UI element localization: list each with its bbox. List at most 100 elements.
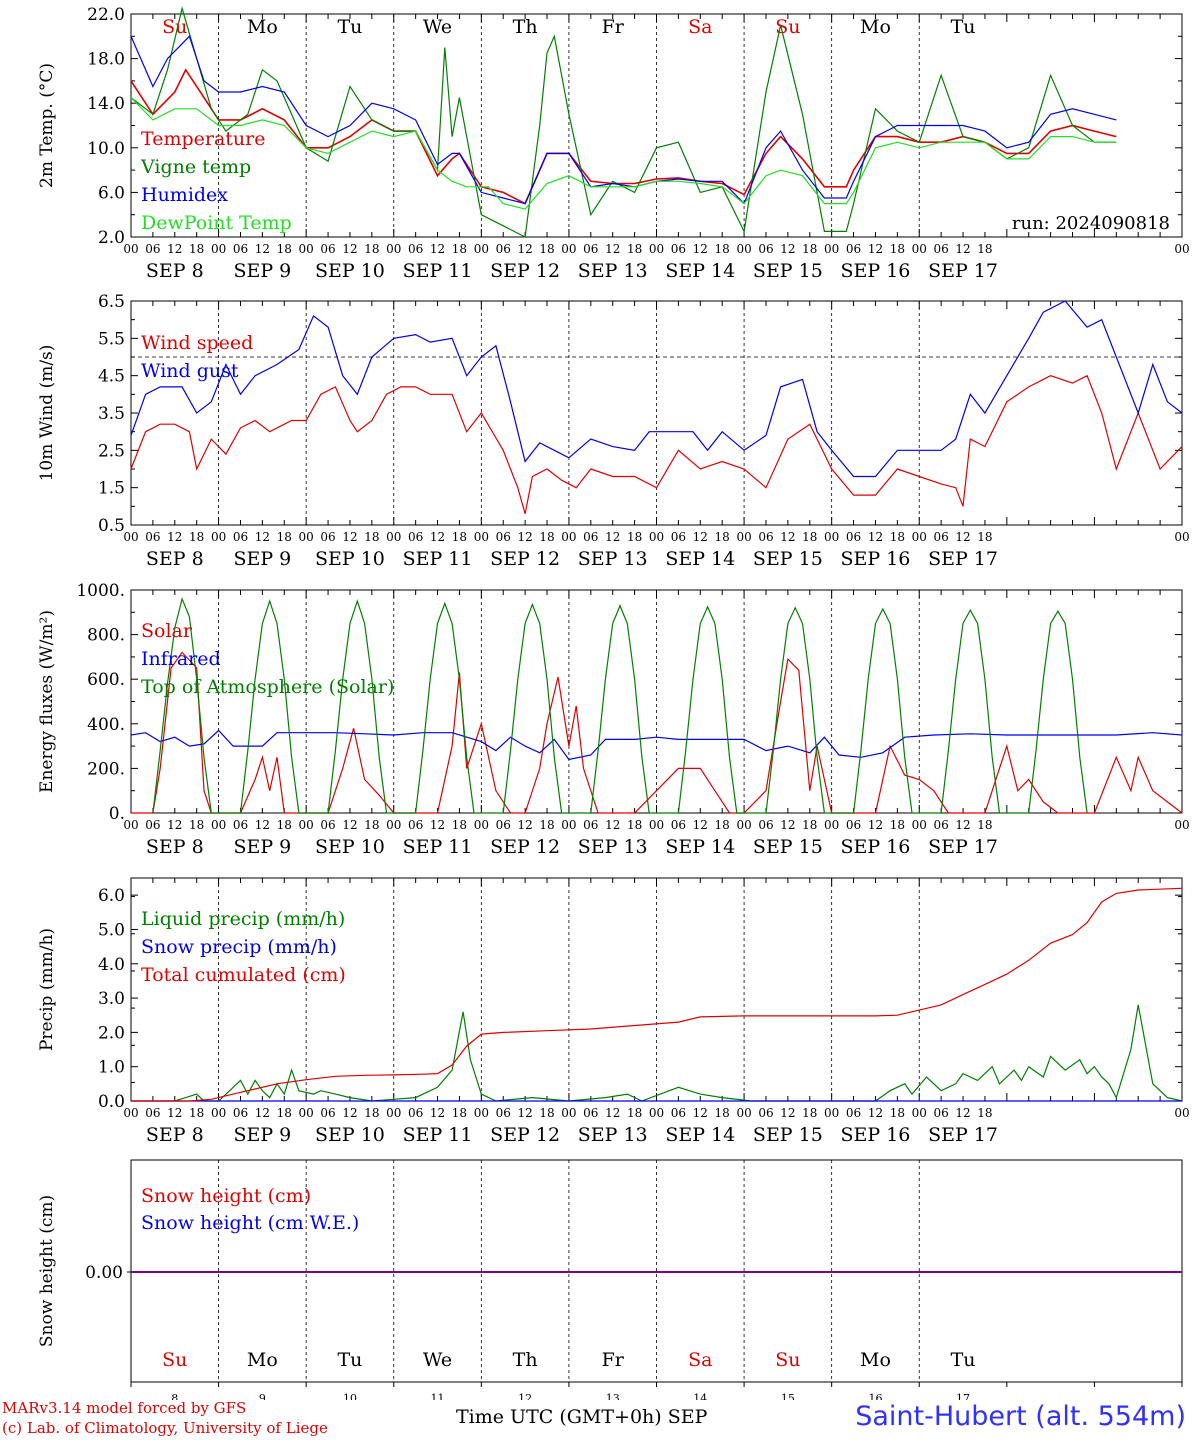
- hour-tick-label: 00: [299, 818, 314, 832]
- panel-4: 00 06 12 18 00 06 12 18 00 06 12 18 00 06 12 18 00 06 12 18…: [37, 877, 1190, 1146]
- hour-tick-label: 18: [539, 530, 554, 544]
- y-tick-label: 0.5: [98, 516, 125, 536]
- hour-tick-label: 06: [233, 1106, 248, 1120]
- hour-tick-label: 12: [780, 818, 795, 832]
- hour-tick-label: 06: [145, 530, 160, 544]
- hour-tick-label: 06: [233, 818, 248, 832]
- day-number-label: 13: [606, 1392, 620, 1400]
- hour-tick-label: 18: [277, 242, 292, 256]
- hour-tick-label: 00: [649, 242, 664, 256]
- hour-tick-label: 06: [496, 1106, 511, 1120]
- date-label: SEP 16: [841, 260, 911, 282]
- hour-tick-label: 18: [189, 530, 204, 544]
- hour-tick-label: 12: [342, 242, 357, 256]
- hour-tick-label: 12: [605, 242, 620, 256]
- date-label: SEP 15: [753, 548, 823, 570]
- hour-tick-label: 00: [561, 1106, 576, 1120]
- hour-tick-label: 18: [715, 818, 730, 832]
- hour-tick-label: 00: [912, 530, 927, 544]
- y-tick-label: 800.: [87, 626, 125, 646]
- y-axis-label: Energy fluxes (W/m²): [37, 610, 57, 793]
- hour-tick-label: 12: [868, 1106, 883, 1120]
- hour-tick-label: 06: [934, 530, 949, 544]
- y-tick-label: 6.5: [98, 292, 125, 312]
- hour-tick-label: 18: [539, 1106, 554, 1120]
- date-label: SEP 8: [146, 260, 204, 282]
- date-label: SEP 16: [841, 1124, 911, 1146]
- hour-tick-label: 00: [123, 1106, 138, 1120]
- y-tick-label: 400.: [87, 715, 125, 735]
- hour-tick-label: 00: [211, 530, 226, 544]
- y-tick-label: 10.0: [87, 139, 125, 159]
- weekday-label: Su: [162, 16, 187, 38]
- hour-tick-label: 18: [977, 818, 992, 832]
- hour-tick-label: 00: [386, 530, 401, 544]
- hour-tick-label: 00: [912, 242, 927, 256]
- legend-entry: Temperature: [141, 128, 265, 150]
- hour-tick-label: 06: [934, 1106, 949, 1120]
- hour-tick-label: 18: [189, 1106, 204, 1120]
- hour-tick-label: 06: [846, 1106, 861, 1120]
- hour-tick-label: 12: [955, 242, 970, 256]
- hour-tick-label: 00: [912, 818, 927, 832]
- y-tick-label: 2.0: [98, 1023, 125, 1043]
- hour-tick-label: 00: [1174, 242, 1189, 256]
- hour-tick-label: 12: [605, 530, 620, 544]
- weekday-label: Tu: [337, 1349, 362, 1371]
- y-tick-label: 1.5: [98, 479, 125, 499]
- weekday-label: Su: [775, 16, 800, 38]
- legend-entry: DewPoint Temp: [141, 212, 292, 234]
- date-label: SEP 12: [490, 260, 560, 282]
- y-tick-label: 18.0: [87, 50, 125, 70]
- y-tick-label: 2.0: [98, 228, 125, 248]
- date-label: SEP 17: [928, 260, 998, 282]
- series-line-vigne-temp: [130, 6, 1117, 238]
- hour-tick-label: 00: [386, 242, 401, 256]
- hour-tick-label: 06: [320, 242, 335, 256]
- hour-tick-label: 18: [977, 1106, 992, 1120]
- y-axis-label: 10m Wind (m/s): [37, 345, 57, 482]
- date-label: SEP 17: [928, 1124, 998, 1146]
- hour-tick-label: 18: [715, 1106, 730, 1120]
- hour-tick-label: 00: [123, 818, 138, 832]
- hour-tick-label: 06: [145, 1106, 160, 1120]
- hour-tick-label: 00: [123, 530, 138, 544]
- date-label: SEP 8: [146, 836, 204, 858]
- panel-frame: [130, 589, 1183, 814]
- y-tick-label: 3.5: [98, 404, 125, 424]
- hour-tick-label: 00: [561, 242, 576, 256]
- hour-tick-label: 12: [342, 818, 357, 832]
- y-tick-label: 600.: [87, 670, 125, 690]
- y-tick-label: 14.0: [87, 94, 125, 114]
- y-tick-label: 4.0: [98, 955, 125, 975]
- hour-tick-label: 00: [474, 1106, 489, 1120]
- series-line-wind-speed: [130, 374, 1183, 514]
- date-label: SEP 11: [403, 836, 473, 858]
- hour-tick-label: 12: [780, 1106, 795, 1120]
- date-label: SEP 13: [578, 836, 648, 858]
- hour-tick-label: 00: [211, 242, 226, 256]
- panel-3: 00 06 12 18 00 06 12 18 00 06 12 18 00 06 12 18 00 06 12 18…: [37, 581, 1190, 858]
- hour-tick-label: 06: [408, 530, 423, 544]
- hour-tick-label: 12: [430, 242, 445, 256]
- hour-tick-label: 12: [167, 818, 182, 832]
- hour-tick-label: 18: [627, 818, 642, 832]
- hour-tick-label: 06: [671, 530, 686, 544]
- series-line-infrared: [130, 729, 1183, 761]
- hour-tick-label: 00: [1174, 1106, 1189, 1120]
- hour-tick-label: 12: [255, 530, 270, 544]
- model-credit: MARv3.14 model forced by GFS: [2, 1399, 247, 1417]
- date-label: SEP 10: [315, 260, 385, 282]
- y-tick-label: 3.0: [98, 989, 125, 1009]
- hour-tick-label: 06: [145, 242, 160, 256]
- hour-tick-label: 00: [474, 818, 489, 832]
- date-label: SEP 9: [233, 260, 291, 282]
- legend-entry: Vigne temp: [140, 156, 251, 178]
- legend-entry: Top of Atmosphere (Solar): [141, 676, 394, 698]
- hour-tick-label: 06: [320, 818, 335, 832]
- hour-tick-label: 00: [824, 818, 839, 832]
- hour-tick-label: 18: [890, 1106, 905, 1120]
- run-label: run: 2024090818: [1012, 213, 1170, 234]
- weekday-label: Mo: [860, 16, 891, 38]
- date-label: SEP 16: [841, 548, 911, 570]
